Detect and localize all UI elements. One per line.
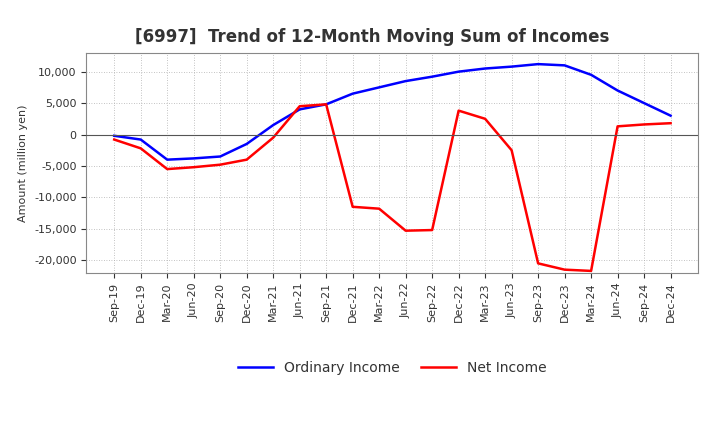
- Net Income: [110, 137, 119, 142]
- Ordinary Income: [269, 122, 277, 128]
- Net Income: [666, 121, 675, 126]
- Ordinary Income: [454, 69, 463, 74]
- Net Income: [136, 146, 145, 151]
- Ordinary Income: [295, 107, 304, 112]
- Ordinary Income: [560, 63, 569, 68]
- Net Income: [243, 157, 251, 162]
- Ordinary Income: [136, 137, 145, 142]
- Ordinary Income: [348, 91, 357, 96]
- Ordinary Income: [375, 85, 384, 90]
- Ordinary Income: [428, 74, 436, 79]
- Ordinary Income: [189, 156, 198, 161]
- Net Income: [401, 228, 410, 233]
- Ordinary Income: [110, 133, 119, 139]
- Net Income: [534, 261, 542, 266]
- Net Income: [560, 267, 569, 272]
- Ordinary Income: [640, 100, 649, 106]
- Ordinary Income: [587, 72, 595, 77]
- Net Income: [348, 204, 357, 209]
- Net Income: [613, 124, 622, 129]
- Y-axis label: Amount (million yen): Amount (million yen): [19, 104, 29, 222]
- Net Income: [481, 116, 490, 121]
- Ordinary Income: [534, 62, 542, 67]
- Net Income: [587, 268, 595, 274]
- Ordinary Income: [401, 78, 410, 84]
- Net Income: [428, 227, 436, 233]
- Net Income: [216, 162, 225, 167]
- Net Income: [322, 102, 330, 107]
- Ordinary Income: [613, 88, 622, 93]
- Line: Ordinary Income: Ordinary Income: [114, 64, 670, 160]
- Line: Net Income: Net Income: [114, 104, 670, 271]
- Net Income: [295, 103, 304, 109]
- Ordinary Income: [481, 66, 490, 71]
- Net Income: [375, 206, 384, 211]
- Net Income: [163, 166, 171, 172]
- Legend: Ordinary Income, Net Income: Ordinary Income, Net Income: [233, 355, 552, 380]
- Net Income: [640, 122, 649, 127]
- Net Income: [269, 135, 277, 140]
- Ordinary Income: [322, 102, 330, 107]
- Net Income: [189, 165, 198, 170]
- Ordinary Income: [666, 113, 675, 118]
- Ordinary Income: [163, 157, 171, 162]
- Text: [6997]  Trend of 12-Month Moving Sum of Incomes: [6997] Trend of 12-Month Moving Sum of I…: [135, 28, 610, 46]
- Net Income: [508, 147, 516, 153]
- Net Income: [454, 108, 463, 113]
- Ordinary Income: [243, 141, 251, 147]
- Ordinary Income: [216, 154, 225, 159]
- Ordinary Income: [508, 64, 516, 69]
